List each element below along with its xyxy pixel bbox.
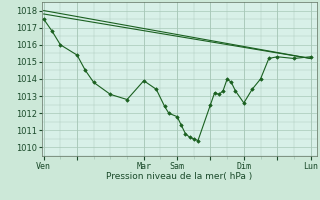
X-axis label: Pression niveau de la mer( hPa ): Pression niveau de la mer( hPa ) — [106, 172, 252, 181]
